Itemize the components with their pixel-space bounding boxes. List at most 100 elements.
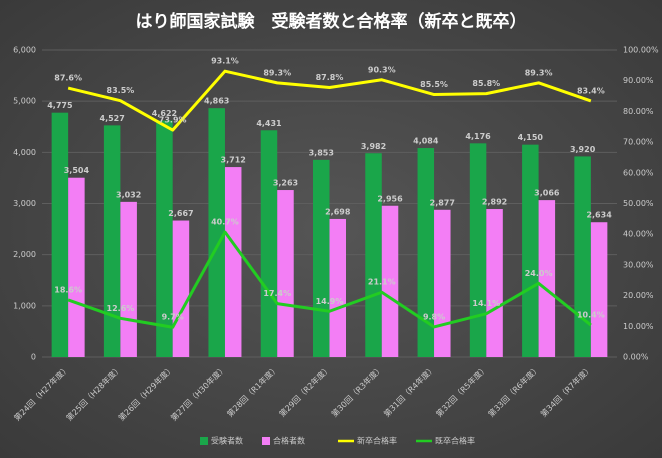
line <box>67 230 592 329</box>
data-label: 17.4% <box>263 289 291 298</box>
bar <box>365 153 382 357</box>
data-label: 2,634 <box>586 211 612 220</box>
y2-tick-label: 80.00% <box>623 107 654 116</box>
x-tick-label: 第28回（R1年度） <box>225 363 281 419</box>
x-tick-label: 第33回（R6年度） <box>486 363 542 419</box>
legend-label: 既卒合格率 <box>435 436 475 446</box>
data-label: 4,527 <box>100 114 125 123</box>
bar <box>103 125 121 357</box>
data-label: 9.8% <box>423 312 445 321</box>
bar <box>156 120 173 358</box>
data-label: 3,263 <box>273 179 298 188</box>
data-label: 87.8% <box>316 73 344 82</box>
bar <box>381 205 399 357</box>
legend: 受験者数 合格者数 新卒合格率 既卒合格率 <box>200 436 475 446</box>
bar <box>172 220 190 357</box>
y2-tick-label: 50.00% <box>623 199 654 208</box>
bar <box>260 130 278 357</box>
bar <box>469 143 487 357</box>
bar <box>590 222 608 357</box>
data-label: 3,712 <box>221 156 246 165</box>
bar <box>522 144 539 357</box>
data-label: 14.9% <box>316 297 344 306</box>
data-label: 73.9% <box>159 116 187 125</box>
data-label: 89.3% <box>525 68 553 77</box>
bar <box>486 209 503 357</box>
data-label: 4,431 <box>256 119 282 128</box>
data-label: 85.5% <box>420 80 448 89</box>
data-label: 3,982 <box>361 142 386 151</box>
data-label: 85.8% <box>472 79 500 88</box>
data-label: 2,698 <box>325 207 351 216</box>
data-label: 10.4% <box>577 311 605 320</box>
legend-label: 新卒合格率 <box>357 436 397 446</box>
y2-tick-label: 100.00% <box>623 46 659 55</box>
y2-tick-label: 60.00% <box>623 168 654 177</box>
bar <box>574 156 591 357</box>
bar <box>51 112 69 357</box>
legend-swatch <box>262 437 270 445</box>
data-label: 21.1% <box>368 278 396 287</box>
bar <box>434 209 451 357</box>
data-label: 4,622 <box>152 109 177 118</box>
data-label: 24.0% <box>525 269 553 278</box>
data-label: 4,863 <box>204 97 229 106</box>
y2-tick-label: 30.00% <box>623 260 654 269</box>
legend-label: 受験者数 <box>211 436 243 446</box>
x-tick-label: 第26回（H29年度） <box>116 363 176 423</box>
y2-tick-label: 90.00% <box>623 76 654 85</box>
data-label: 2,667 <box>168 209 193 218</box>
data-label: 4,176 <box>465 132 491 141</box>
chart-title: はり師国家試験 受験者数と合格率（新卒と既卒） <box>136 11 527 32</box>
y2-tick-label: 20.00% <box>623 291 654 300</box>
x-tick-label: 第34回（R7年度） <box>538 363 594 419</box>
x-tick-label: 第31回（R4年度） <box>381 363 437 419</box>
data-label: 83.5% <box>107 86 135 95</box>
bar <box>313 159 330 357</box>
legend-swatch <box>200 437 208 445</box>
data-label: 87.6% <box>54 74 82 83</box>
data-label: 3,920 <box>570 145 596 154</box>
data-label: 18.6% <box>54 285 82 294</box>
y-tick-label: 2,000 <box>13 250 36 259</box>
data-label: 2,877 <box>430 198 455 207</box>
x-tick-label: 第30回（R3年度） <box>329 363 385 419</box>
y2-tick-label: 10.00% <box>623 322 654 331</box>
bar <box>277 190 294 357</box>
y-tick-label: 1,000 <box>13 301 36 310</box>
data-label: 4,775 <box>47 101 73 110</box>
legend-label: 合格者数 <box>273 436 305 446</box>
data-label: 2,956 <box>377 194 403 203</box>
bar <box>120 201 137 357</box>
data-label: 2,892 <box>482 198 507 207</box>
line <box>67 69 592 132</box>
data-label: 40.7% <box>211 218 239 227</box>
data-label: 9.7% <box>162 313 184 322</box>
data-label: 90.3% <box>368 65 396 74</box>
data-label: 3,032 <box>116 190 141 199</box>
x-tick-label: 第25回（H28年度） <box>64 363 124 423</box>
y-tick-label: 5,000 <box>13 97 36 106</box>
y2-tick-label: 70.00% <box>623 138 654 147</box>
bar <box>538 200 556 357</box>
y-tick-label: 4,000 <box>13 148 36 157</box>
data-label: 3,504 <box>64 166 90 175</box>
data-label: 93.1% <box>211 57 239 66</box>
y-tick-label: 6,000 <box>13 46 36 55</box>
data-label: 4,150 <box>518 133 544 142</box>
data-label: 12.6% <box>107 304 135 313</box>
x-tick-label: 第27回（H30年度） <box>168 363 228 423</box>
data-label: 83.4% <box>577 86 605 95</box>
x-tick-label: 第32回（R5年度） <box>434 363 490 419</box>
y-tick-label: 3,000 <box>13 199 36 208</box>
bar <box>208 108 225 357</box>
y2-tick-label: 40.00% <box>623 230 654 239</box>
x-tick-label: 第24回（H27年度） <box>12 363 72 423</box>
bar <box>68 177 85 357</box>
data-label: 4,084 <box>413 137 439 146</box>
x-tick-label: 第29回（R2年度） <box>277 363 333 419</box>
bar <box>329 218 346 357</box>
data-label: 3,066 <box>534 189 560 198</box>
y-tick-label: 0 <box>31 353 36 362</box>
